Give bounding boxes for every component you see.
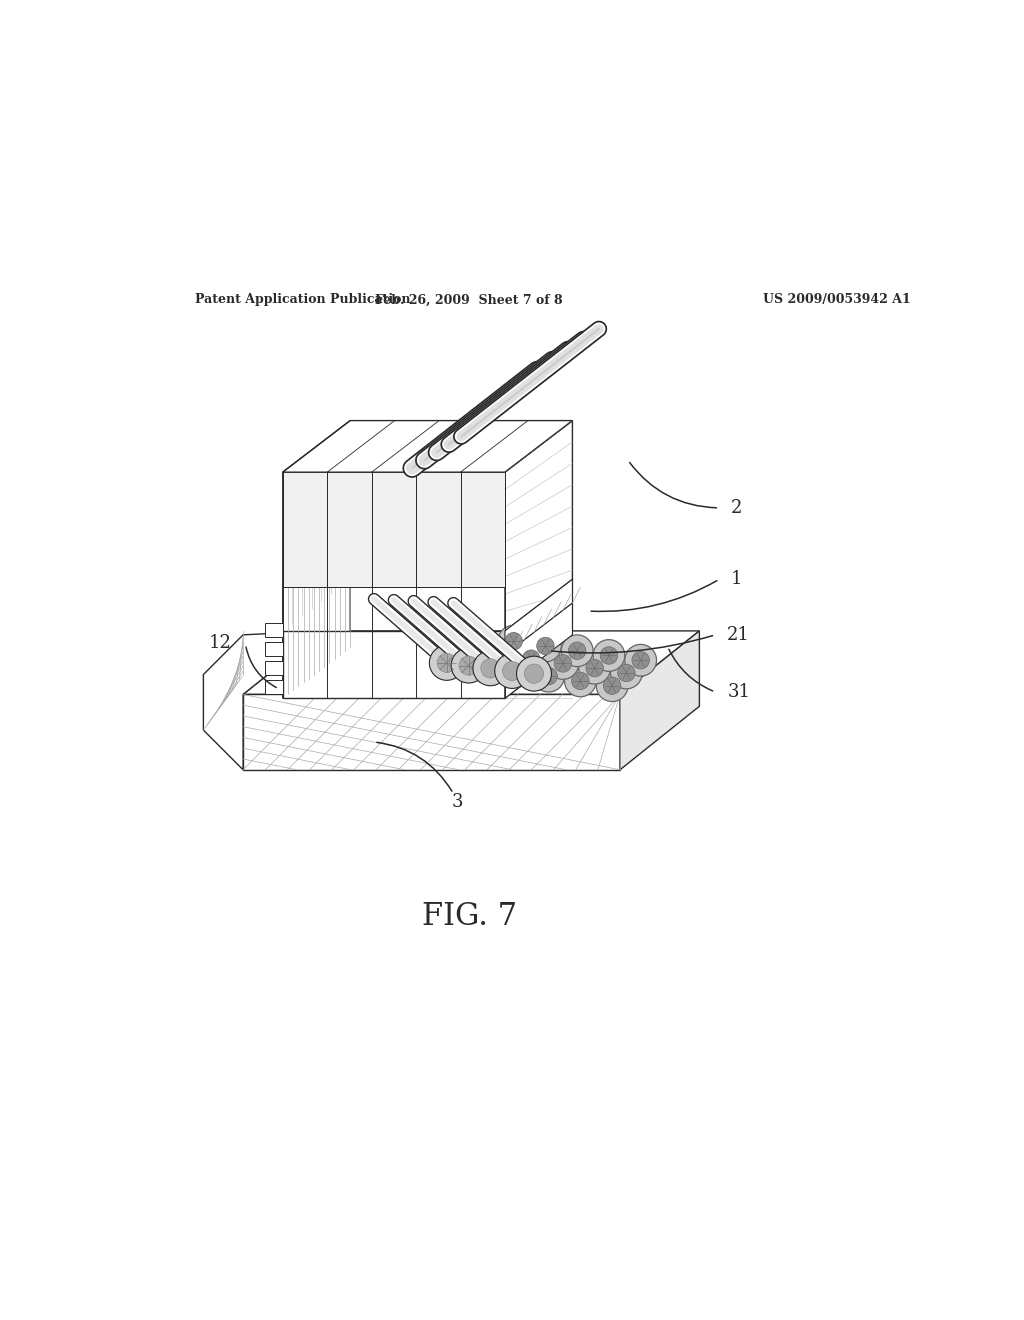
- Circle shape: [522, 649, 540, 668]
- Polygon shape: [283, 421, 572, 473]
- Circle shape: [632, 652, 649, 669]
- Polygon shape: [372, 473, 416, 587]
- Polygon shape: [283, 473, 328, 587]
- Polygon shape: [505, 421, 572, 631]
- Circle shape: [452, 648, 486, 682]
- Circle shape: [529, 630, 561, 661]
- Circle shape: [564, 665, 596, 697]
- Circle shape: [429, 645, 464, 680]
- Circle shape: [532, 660, 564, 692]
- Circle shape: [481, 659, 500, 678]
- Circle shape: [596, 669, 628, 701]
- Polygon shape: [505, 603, 572, 686]
- Circle shape: [603, 677, 621, 694]
- Circle shape: [537, 638, 554, 655]
- Text: 3: 3: [452, 792, 463, 810]
- Polygon shape: [204, 631, 323, 770]
- Text: 1: 1: [731, 570, 742, 589]
- Circle shape: [600, 647, 617, 664]
- Text: FIG. 7: FIG. 7: [422, 902, 517, 932]
- Text: 31: 31: [727, 682, 751, 701]
- Circle shape: [498, 626, 529, 657]
- Circle shape: [586, 660, 603, 677]
- Text: Feb. 26, 2009  Sheet 7 of 8: Feb. 26, 2009 Sheet 7 of 8: [376, 293, 563, 306]
- Polygon shape: [243, 694, 620, 770]
- Polygon shape: [328, 473, 372, 587]
- Circle shape: [503, 661, 522, 681]
- Polygon shape: [283, 421, 350, 698]
- Polygon shape: [265, 642, 283, 656]
- Circle shape: [547, 648, 579, 680]
- Text: 21: 21: [727, 626, 750, 644]
- Circle shape: [568, 642, 586, 660]
- Text: Patent Application Publication: Patent Application Publication: [196, 293, 411, 306]
- Circle shape: [508, 663, 525, 680]
- Text: 12: 12: [208, 634, 231, 652]
- Polygon shape: [620, 631, 699, 770]
- Text: 2: 2: [731, 499, 742, 517]
- Circle shape: [490, 645, 508, 663]
- Polygon shape: [283, 631, 505, 698]
- Circle shape: [483, 638, 515, 669]
- Polygon shape: [265, 680, 283, 694]
- Circle shape: [571, 672, 589, 689]
- Circle shape: [469, 651, 501, 682]
- Polygon shape: [265, 623, 283, 638]
- Circle shape: [501, 656, 532, 688]
- Circle shape: [540, 668, 557, 685]
- Polygon shape: [265, 661, 283, 676]
- Polygon shape: [505, 579, 572, 698]
- Circle shape: [459, 656, 478, 675]
- Polygon shape: [416, 473, 461, 587]
- Circle shape: [505, 632, 522, 649]
- Polygon shape: [505, 579, 572, 655]
- Circle shape: [625, 644, 656, 676]
- Circle shape: [476, 657, 494, 676]
- Circle shape: [610, 657, 642, 689]
- Circle shape: [473, 651, 508, 685]
- Circle shape: [524, 664, 544, 684]
- Circle shape: [516, 656, 552, 692]
- Polygon shape: [461, 473, 505, 587]
- Circle shape: [593, 640, 625, 672]
- Polygon shape: [243, 631, 699, 694]
- Circle shape: [554, 655, 571, 672]
- Text: US 2009/0053942 A1: US 2009/0053942 A1: [763, 293, 910, 306]
- Circle shape: [561, 635, 593, 667]
- Circle shape: [515, 643, 547, 675]
- Circle shape: [579, 652, 610, 684]
- Circle shape: [617, 664, 635, 681]
- Circle shape: [437, 653, 457, 672]
- Circle shape: [495, 653, 529, 689]
